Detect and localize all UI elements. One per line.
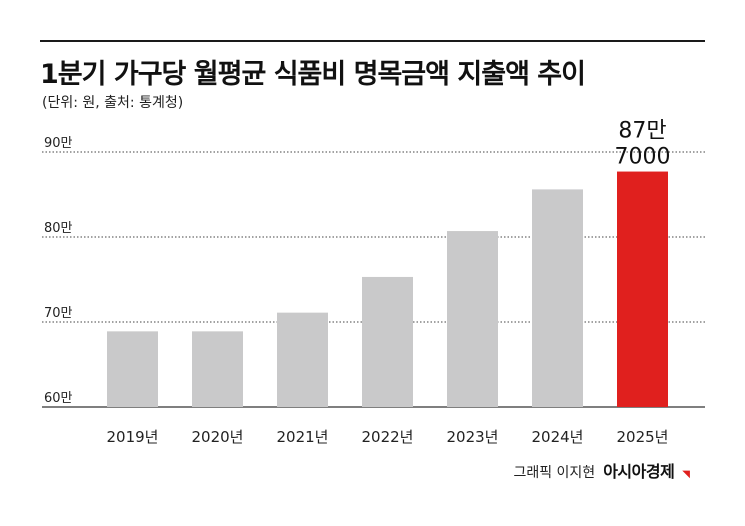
data-label: 87만	[618, 119, 666, 144]
credit-line: 그래픽 이지현 아시아경제 ◥	[513, 458, 690, 482]
bar	[447, 231, 498, 407]
chart-subtitle: (단위: 원, 출처: 통계청)	[42, 95, 184, 111]
chart-title: 1분기 가구당 월평균 식품비 명목금액 지출액 추이	[40, 59, 586, 90]
x-tick-label: 2024년	[532, 428, 584, 446]
y-tick-label: 80만	[44, 221, 73, 236]
y-tick-label: 60만	[44, 391, 73, 406]
bar	[362, 276, 413, 407]
bar-highlight	[617, 171, 668, 407]
y-tick-label: 70만	[44, 306, 73, 321]
y-tick-label: 90만	[44, 136, 73, 151]
x-tick-label: 2025년	[617, 428, 669, 446]
x-tick-label: 2022년	[362, 428, 414, 446]
brand-mark-icon: ◥	[682, 469, 690, 480]
x-tick-label: 2019년	[107, 428, 159, 446]
bar	[192, 331, 243, 407]
x-tick-label: 2023년	[447, 428, 499, 446]
credit-byline: 그래픽 이지현	[513, 465, 596, 481]
data-label: 7000	[615, 145, 671, 170]
label-layer: 60만 70만 80만 90만 2019년 2020년 2021년 2022년 2023년 202…	[44, 119, 671, 446]
bar	[107, 331, 158, 407]
bar	[532, 189, 583, 407]
x-tick-label: 2021년	[277, 428, 329, 446]
bar-layer	[107, 171, 668, 407]
x-tick-label: 2020년	[192, 428, 244, 446]
top-rule	[40, 40, 705, 42]
brand-logo: 아시아경제	[603, 462, 675, 481]
bar	[277, 312, 328, 407]
